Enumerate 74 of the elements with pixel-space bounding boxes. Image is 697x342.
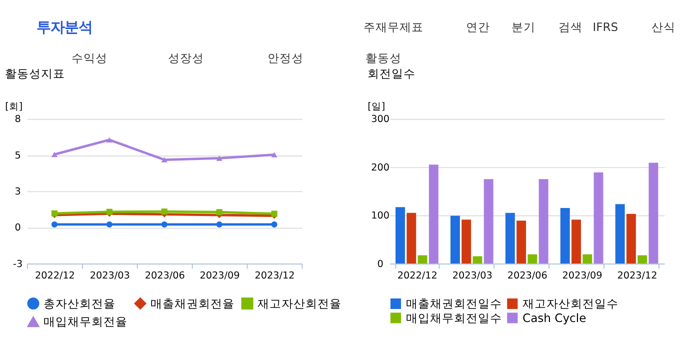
point xyxy=(161,157,168,162)
bar xyxy=(626,214,636,264)
y-tick-label: -3 xyxy=(13,258,23,270)
bar xyxy=(516,220,526,264)
x-tick-label: 2023/12 xyxy=(617,270,658,282)
text: 성장성 xyxy=(168,50,204,65)
bar xyxy=(594,172,604,264)
legend-label: 총자산회전율 xyxy=(43,296,116,310)
bar xyxy=(396,207,405,264)
bar xyxy=(472,256,482,264)
text: 연간 xyxy=(466,20,490,34)
x-tick-label: 2022/12 xyxy=(34,270,75,282)
y-axis-title: [일] xyxy=(368,102,386,113)
point xyxy=(51,221,58,228)
text: 활동성 xyxy=(366,50,402,65)
point xyxy=(216,156,222,161)
x-tick-label: 2023/09 xyxy=(562,270,602,282)
point xyxy=(161,221,168,228)
y-tick-label: 200 xyxy=(371,162,390,174)
bar xyxy=(648,162,658,264)
legend-label: 매출채권회전율 xyxy=(150,296,234,310)
x-tick-label: 2023/06 xyxy=(144,270,185,282)
bar xyxy=(418,255,428,264)
y-tick-label: 300 xyxy=(371,114,390,126)
legend-label: 재고자산회전일수 xyxy=(522,296,619,311)
bar xyxy=(450,216,460,264)
point xyxy=(271,152,278,158)
point xyxy=(51,152,58,158)
bar xyxy=(528,254,538,264)
x-tick-label: 2023/12 xyxy=(254,270,295,282)
chart-title: 회전일수 xyxy=(367,66,416,80)
legend-label: 매입채무회전율 xyxy=(43,314,128,329)
x-tick-label: 2022/12 xyxy=(397,270,438,282)
x-tick-label: 2023/03 xyxy=(90,270,130,282)
text: IFRS xyxy=(592,20,618,34)
bar xyxy=(638,255,648,264)
bar xyxy=(572,220,581,264)
legend-label: Cash Cycle xyxy=(522,310,586,325)
bar xyxy=(615,204,625,264)
y-tick-label: 100 xyxy=(371,210,390,222)
text: 산식 xyxy=(651,20,676,34)
text: 검색 xyxy=(558,20,583,34)
bar xyxy=(582,254,592,264)
point xyxy=(271,221,278,228)
y-axis-title: [회] xyxy=(5,102,23,113)
text: 분기 xyxy=(511,20,536,34)
bar xyxy=(505,212,515,264)
text: 주재무제표 xyxy=(363,20,424,34)
y-tick-label: 8 xyxy=(14,114,21,126)
x-tick-label: 2023/03 xyxy=(452,270,492,282)
x-tick-label: 2023/06 xyxy=(507,270,548,282)
text: 투자분석 xyxy=(36,20,93,36)
point xyxy=(161,208,168,215)
bar xyxy=(406,212,416,264)
legend-label: 재고자산회전율 xyxy=(257,296,342,310)
bar xyxy=(560,208,570,264)
legend-label: 매입채무회전일수 xyxy=(406,310,502,325)
point xyxy=(106,221,112,228)
y-tick-label: 5 xyxy=(14,150,21,162)
text: 매출채권회전일수 xyxy=(406,296,502,311)
bar xyxy=(462,220,472,264)
y-tick-label: 3 xyxy=(14,186,21,198)
point xyxy=(106,137,112,142)
text: 수익성 xyxy=(72,50,108,65)
bar xyxy=(428,164,438,264)
y-tick-label: 0 xyxy=(14,222,21,234)
point xyxy=(216,221,222,228)
point xyxy=(216,209,222,216)
text: 안정성 xyxy=(267,50,304,65)
x-tick-label: 2023/09 xyxy=(200,270,240,282)
bar xyxy=(484,179,494,264)
bar xyxy=(538,179,548,264)
chart-title: 활동성지표 xyxy=(5,66,66,80)
y-tick-label: 0 xyxy=(377,258,384,270)
